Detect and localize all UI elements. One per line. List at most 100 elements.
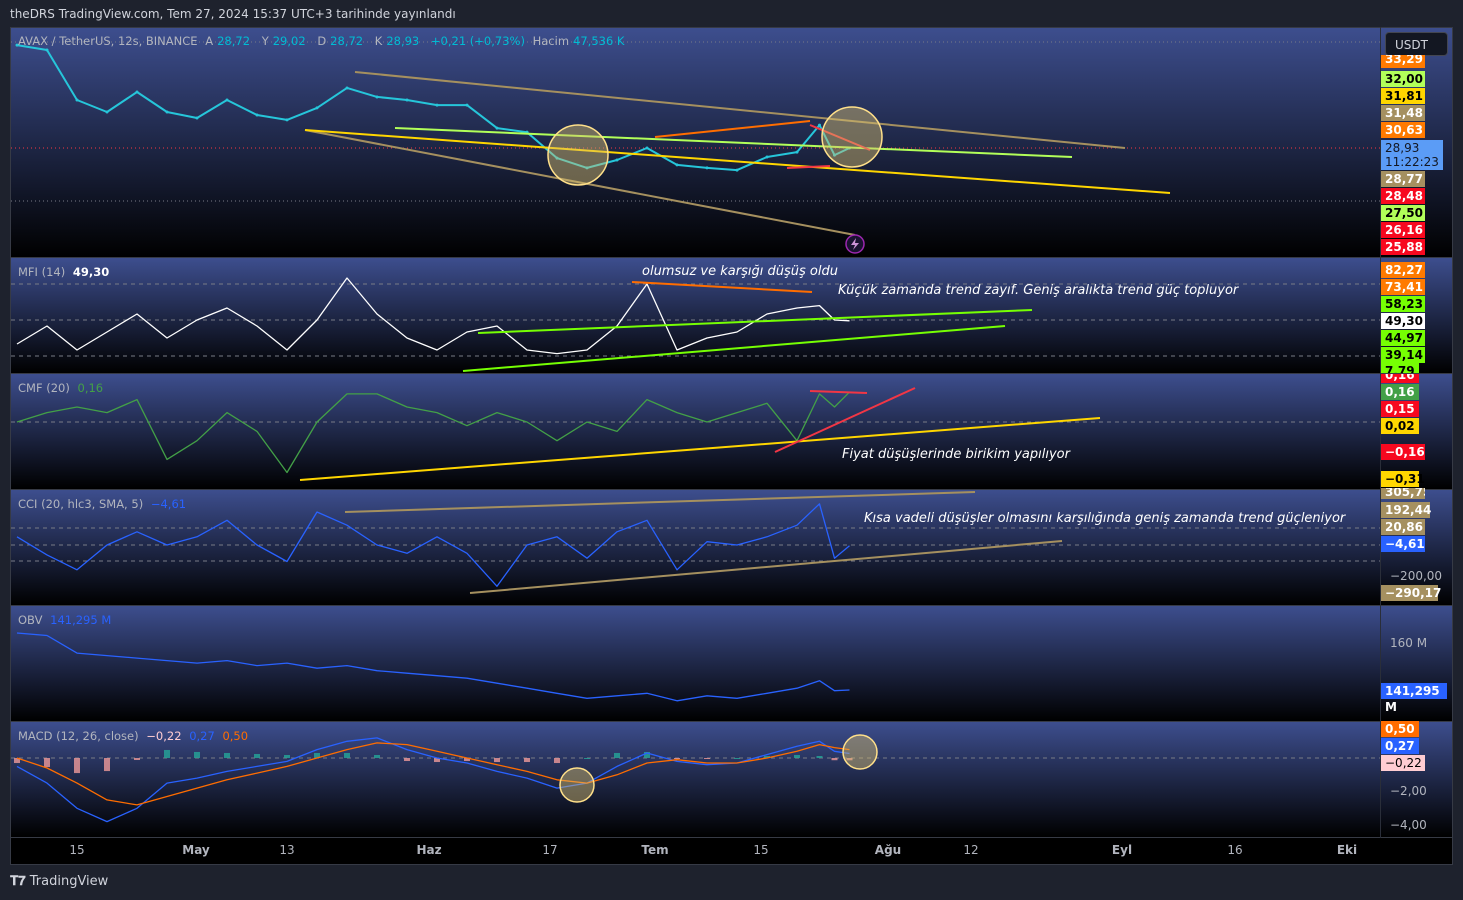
tradingview-logo-icon: 𝐓𝟕	[10, 874, 26, 889]
symbol-name[interactable]: AVAX / TetherUS, 12s, BINANCE	[18, 34, 198, 48]
macd-histogram-bar	[164, 749, 170, 758]
symbol-legend[interactable]: AVAX / TetherUS, 12s, BINANCE A 28,72 Y 29…	[18, 34, 632, 48]
macd-legend[interactable]: MACD (12, 26, close) −0,22 0,27 0,50	[18, 729, 249, 743]
trendline-yellow	[304, 129, 1171, 194]
cmf-trendline-red-short	[809, 390, 868, 394]
high-value: Y 29,02	[261, 34, 306, 48]
time-tick: Eyl	[1111, 843, 1133, 857]
macd-histogram-bar	[644, 751, 650, 758]
price-axis-divider	[1380, 27, 1381, 838]
obv-axis-label: 141,295 M	[1381, 683, 1447, 714]
mfi-axis-label: 7,79	[1381, 362, 1419, 373]
price-line	[16, 44, 850, 172]
price-axis-label: 30,63	[1381, 122, 1425, 138]
mfi-axis-label: 44,97	[1381, 330, 1425, 346]
annotation-mfi-right[interactable]: Küçük zamanda trend zayıf. Geniş aralıkt…	[838, 283, 1239, 298]
time-tick: 13	[279, 843, 295, 857]
change-value: +0,21 (+0,73%)	[430, 34, 525, 48]
macd-pane[interactable]	[11, 722, 1452, 838]
cmf-trendline-yellow	[299, 417, 1101, 481]
cmf-line	[16, 391, 850, 474]
cci-legend[interactable]: CCI (20, hlc3, SMA, 5) −4,61	[18, 497, 187, 511]
macd-histogram-bar	[554, 758, 560, 764]
macd-histogram-bar	[764, 755, 770, 758]
trendline-upper-tan	[354, 71, 1126, 149]
macd-histogram-bar	[74, 758, 80, 774]
mfi-value: 49,30	[72, 265, 110, 279]
currency-button[interactable]: USDT	[1385, 32, 1448, 56]
macd-value: 0,27	[189, 729, 215, 743]
macd-histogram-bar	[194, 751, 200, 758]
tradingview-logo[interactable]: 𝐓𝟕 TradingView	[10, 874, 109, 889]
price-point	[585, 166, 589, 170]
trendline-orange	[654, 120, 811, 138]
mfi-axis-label: 39,14	[1381, 347, 1425, 363]
price-point	[285, 118, 289, 122]
mfi-trendline-green-lower	[462, 325, 1006, 372]
trendline-lower-tan	[304, 129, 856, 236]
time-tick: Ağu	[874, 843, 902, 857]
price-point	[75, 98, 79, 102]
trendline-red-short	[786, 165, 831, 169]
price-point	[735, 168, 739, 172]
price-point	[705, 166, 709, 170]
macd-axis-tick: −2,00	[1390, 784, 1427, 798]
price-point	[255, 113, 259, 117]
mfi-trendline-orange	[631, 281, 813, 293]
macd-signal-value: 0,50	[222, 729, 249, 743]
time-tick: 15	[69, 843, 85, 857]
mfi-line	[16, 277, 850, 355]
annotation-cci[interactable]: Kısa vadeli düşüşler olmasını karşılığın…	[864, 511, 1346, 526]
price-point	[315, 106, 319, 110]
price-axis-label: 27,50	[1381, 205, 1425, 221]
cci-pane[interactable]	[11, 490, 1452, 606]
volume-value: Hacim 47,536 K	[532, 34, 625, 48]
obv-legend[interactable]: OBV 141,295 M	[18, 613, 112, 627]
macd-histogram-bar	[794, 754, 800, 758]
price-point	[105, 110, 109, 114]
price-point	[818, 123, 821, 127]
price-point	[555, 156, 559, 160]
macd-histogram-bar	[494, 758, 500, 763]
cci-trendline-upper	[344, 491, 976, 513]
macd-histogram-bar	[104, 758, 110, 772]
macd-highlight-circle	[559, 767, 595, 803]
time-tick: 15	[753, 843, 769, 857]
obv-value: 141,295 M	[50, 613, 112, 627]
annotation-mfi-top[interactable]: olumsuz ve karşığı düşüş oldu	[642, 264, 838, 279]
macd-histogram-bar	[846, 758, 853, 761]
cci-axis-label: 192,44	[1381, 502, 1431, 518]
cci-line	[16, 503, 850, 587]
macd-histogram-bar	[374, 754, 380, 758]
cmf-pane[interactable]	[11, 374, 1452, 490]
cmf-legend[interactable]: CMF (20) 0,16	[18, 381, 104, 395]
signal-line	[16, 742, 850, 806]
cmf-axis-label: 0,16	[1381, 384, 1419, 400]
mfi-pane[interactable]	[11, 258, 1452, 374]
price-point	[405, 98, 409, 102]
cmf-value: 0,16	[77, 381, 104, 395]
price-point	[615, 158, 619, 162]
price-point	[375, 95, 379, 99]
macd-histogram-value: −0,22	[146, 729, 182, 743]
time-tick: 12	[963, 843, 979, 857]
macd-histogram-bar	[134, 758, 140, 761]
macd-histogram-bar	[734, 758, 740, 759]
trendline-lime	[394, 127, 1073, 158]
macd-histogram-bar	[614, 752, 620, 758]
macd-axis-label: 0,27	[1381, 738, 1419, 754]
mfi-trendline-green	[477, 309, 1033, 334]
macd-histogram-bar	[44, 758, 50, 768]
cmf-axis-label: 0,02	[1381, 418, 1419, 434]
lightning-icon	[845, 234, 865, 254]
price-point	[833, 153, 836, 157]
price-point	[465, 103, 469, 107]
time-tick: Tem	[641, 843, 669, 857]
time-tick: Haz	[416, 843, 442, 857]
close-value: K 28,93	[374, 34, 420, 48]
macd-histogram-bar	[254, 753, 260, 758]
annotation-cmf[interactable]: Fiyat düşüşlerinde birikim yapılıyor	[842, 447, 1070, 462]
macd-axis-label: −0,22	[1381, 755, 1425, 771]
highlight-circle	[547, 124, 609, 186]
mfi-legend[interactable]: MFI (14) 49,30	[18, 265, 110, 279]
